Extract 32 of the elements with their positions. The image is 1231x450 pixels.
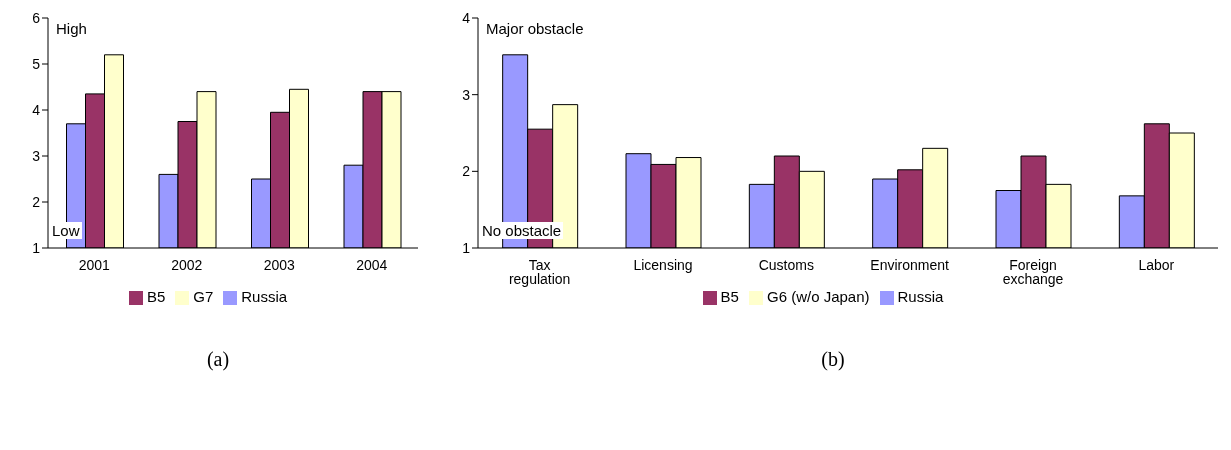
- annotation: High: [56, 20, 87, 37]
- y-tick-label: 4: [462, 9, 471, 26]
- y-tick-label: 1: [32, 239, 41, 256]
- y-tick-label: 1: [462, 239, 471, 256]
- legend-label: G6 (w/o Japan): [766, 288, 870, 305]
- legend-label: B5: [720, 288, 739, 305]
- text: (a): [205, 348, 231, 371]
- y-tick-label: 3: [462, 86, 471, 103]
- annotation: Low: [50, 222, 82, 239]
- x-tick-label: Environment: [870, 256, 950, 273]
- x-tick-label: Customs: [758, 256, 814, 273]
- y-tick-label: 6: [32, 9, 41, 26]
- y-tick-label: 2: [32, 193, 41, 210]
- legend-label: Russia: [241, 288, 288, 305]
- text: (b): [820, 348, 846, 371]
- x-tick-label: Foreign exchange: [1002, 256, 1064, 287]
- annotation: Major obstacle: [486, 20, 584, 37]
- x-tick-label: Licensing: [633, 256, 693, 273]
- x-tick-label: Tax regulation: [508, 256, 571, 287]
- legend-label: G7: [193, 288, 214, 305]
- x-tick-label: 2004: [356, 256, 388, 273]
- x-tick-label: 2001: [78, 256, 111, 273]
- legend-label: Russia: [897, 288, 944, 305]
- x-tick-label: 2002: [171, 256, 203, 273]
- x-tick-label: 2003: [263, 256, 296, 273]
- legend-label: B5: [146, 288, 166, 305]
- y-tick-label: 5: [32, 55, 41, 72]
- x-tick-label: Labor: [1138, 256, 1175, 273]
- y-tick-label: 2: [462, 163, 471, 180]
- y-tick-label: 4: [32, 101, 41, 118]
- y-tick-label: 3: [32, 147, 41, 164]
- annotation: No obstacle: [480, 222, 564, 239]
